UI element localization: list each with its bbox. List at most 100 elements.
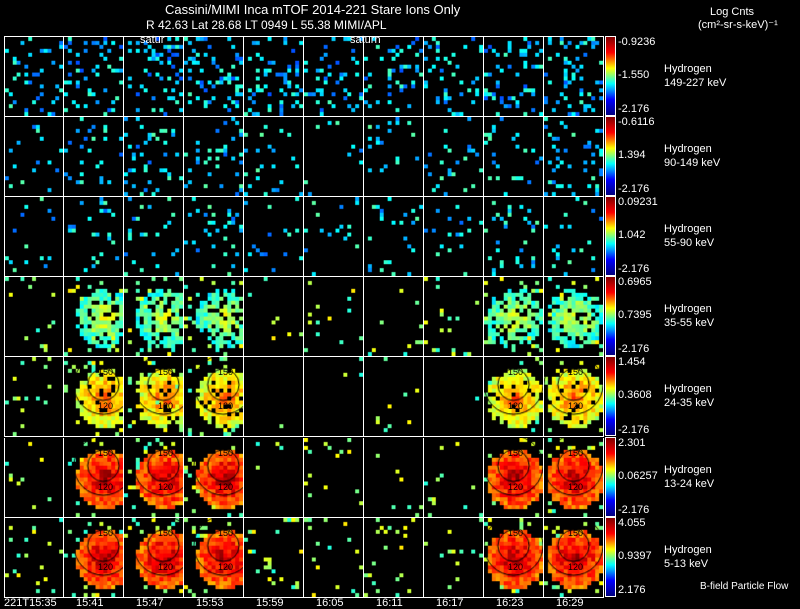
colorbar-min-label: -2.176 — [618, 423, 650, 436]
contour-label: 120 — [98, 481, 114, 492]
heatmap-panel — [4, 37, 64, 118]
energy-range-label: 149-227 keV — [664, 77, 727, 90]
heatmap-panel — [184, 277, 244, 358]
image-grid: 120 150 120 150 120 150 120 150 120 150 120 150 120 1… — [4, 36, 604, 598]
bfield-note: B-field Particle Flow — [700, 581, 789, 592]
heatmap-panel — [544, 37, 604, 118]
heatmap-panel — [484, 117, 544, 198]
colorbar-max-label: 1.454 — [618, 356, 646, 369]
ephemeris-line: R 42.63 Lat 28.68 LT 0949 L 55.38 MIMI/A… — [146, 18, 387, 32]
heatmap-panel — [364, 517, 424, 598]
heatmap-panel — [304, 37, 364, 118]
contour-label: 120 — [508, 481, 524, 492]
heatmap-panel — [364, 277, 424, 358]
heatmap-panel — [304, 197, 364, 278]
contour-label: 150 — [158, 527, 174, 538]
heatmap-panel — [244, 437, 304, 518]
contour-label: 120 — [508, 401, 524, 412]
heatmap-panel — [544, 117, 604, 198]
heatmap-panel — [424, 277, 484, 358]
contour-label: 120 — [218, 481, 234, 492]
contour-label: 150 — [568, 527, 584, 538]
colorbar-min-label: 2.176 — [618, 583, 646, 596]
heatmap-panel — [64, 37, 124, 118]
colorbar-min-label: -2.176 — [618, 103, 650, 116]
contour-label: 150 — [98, 527, 114, 538]
heatmap-panel — [304, 357, 364, 438]
contour-label: 120 — [158, 481, 174, 492]
heatmap-panel — [244, 517, 304, 598]
heatmap-panel — [184, 437, 244, 518]
heatmap-panel — [544, 437, 604, 518]
species-label: Hydrogen — [664, 383, 712, 396]
saturn-label-right: saturn — [350, 34, 381, 46]
heatmap-panel — [184, 517, 244, 598]
time-tick-label: 16:29 — [556, 597, 584, 609]
contour-label: 120 — [158, 401, 174, 412]
heatmap-panel — [544, 357, 604, 438]
colorbar-max-label: 4.055 — [618, 516, 646, 529]
time-tick-label: 15:53 — [196, 597, 224, 609]
species-label: Hydrogen — [664, 143, 712, 156]
contour-label: 120 — [568, 561, 584, 572]
row-label: Hydrogen 24-35 keV — [664, 382, 714, 410]
species-label: Hydrogen — [664, 543, 712, 556]
energy-range-label: 90-149 keV — [664, 157, 721, 170]
heatmap-panel — [304, 517, 364, 598]
heatmap-panel — [424, 437, 484, 518]
heatmap-panel — [364, 437, 424, 518]
colorbar-mid-label: 0.3608 — [618, 389, 652, 402]
heatmap-panel — [424, 357, 484, 438]
row-label: Hydrogen 5-13 keV — [664, 543, 712, 571]
heatmap-panel — [304, 277, 364, 358]
contour-label: 150 — [158, 447, 174, 458]
contour-label: 120 — [218, 561, 234, 572]
heatmap-panel — [4, 197, 64, 278]
heatmap-panel — [484, 437, 544, 518]
time-tick-label: 16:05 — [316, 597, 344, 609]
heatmap-panel — [64, 277, 124, 358]
heatmap-panel — [364, 117, 424, 198]
colorbar-mid-label: 0.7395 — [618, 309, 652, 322]
heatmap-panel — [184, 37, 244, 118]
colorbar-mid-label: 0.9397 — [618, 549, 652, 562]
colorbar — [605, 116, 616, 197]
colorbar — [605, 276, 616, 357]
contour-label: 150 — [218, 367, 234, 378]
row-label: Hydrogen 90-149 keV — [664, 142, 720, 170]
colorbar — [605, 516, 616, 597]
heatmap-panel — [64, 117, 124, 198]
contour-label: 150 — [218, 527, 234, 538]
heatmap-panel — [124, 37, 184, 118]
heatmap-panel — [484, 197, 544, 278]
heatmap-panel — [124, 277, 184, 358]
heatmap-panel — [304, 437, 364, 518]
colorbar-mid-label: 1.042 — [618, 229, 646, 242]
contour-label: 150 — [158, 367, 174, 378]
heatmap-panel — [484, 517, 544, 598]
colorbar — [605, 196, 616, 277]
heatmap-panel — [424, 117, 484, 198]
colorbar-max-label: -0.6116 — [618, 116, 655, 129]
heatmap-panel — [4, 117, 64, 198]
species-label: Hydrogen — [664, 223, 712, 236]
energy-range-label: 55-90 keV — [664, 237, 715, 250]
heatmap-panel — [484, 357, 544, 438]
heatmap-panel — [544, 197, 604, 278]
heatmap-panel — [4, 437, 64, 518]
heatmap-panel — [484, 37, 544, 118]
heatmap-panel — [364, 357, 424, 438]
heatmap-panel — [64, 357, 124, 438]
contour-label: 150 — [508, 367, 524, 378]
time-tick-label: 16:11 — [376, 597, 403, 609]
heatmap-panel — [124, 357, 184, 438]
heatmap-panel — [364, 197, 424, 278]
heatmap-panel — [124, 117, 184, 198]
units-label: Log Cnts — [710, 6, 755, 18]
contour-label: 120 — [218, 401, 234, 412]
heatmap-panel — [244, 197, 304, 278]
time-tick-label: 15:59 — [256, 597, 284, 609]
row-label: Hydrogen 55-90 keV — [664, 222, 714, 250]
heatmap-panel — [244, 357, 304, 438]
heatmap-panel — [244, 277, 304, 358]
